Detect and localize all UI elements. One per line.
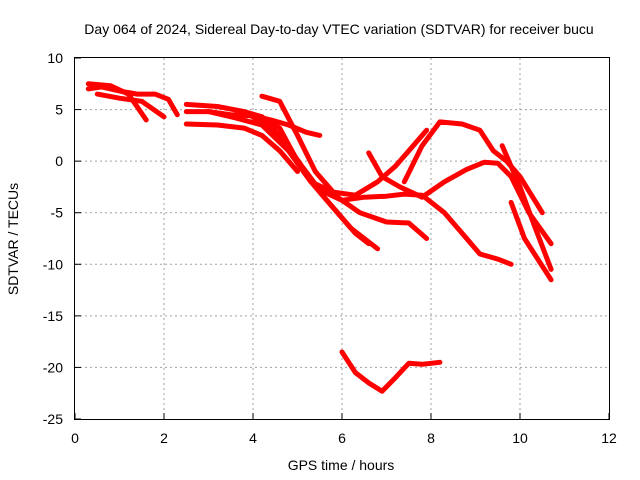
- series-layer: [85, 81, 554, 394]
- series-track-10: [259, 93, 430, 241]
- x-tick-label: 4: [249, 430, 257, 446]
- y-tick-label: -5: [51, 205, 64, 221]
- x-tick-label: 2: [160, 430, 168, 446]
- series-track-15: [339, 349, 443, 394]
- plot-frame: [74, 57, 610, 420]
- series-track-2: [85, 81, 149, 123]
- y-tick-label: -15: [43, 308, 63, 324]
- y-tick-label: 0: [55, 153, 63, 169]
- x-axis-label: GPS time / hours: [288, 457, 395, 473]
- series-track-5: [183, 121, 300, 174]
- y-tick-label: 5: [55, 102, 63, 118]
- y-tick-label: 10: [47, 50, 63, 66]
- series-track-13: [508, 199, 554, 283]
- y-tick-label: -25: [43, 411, 63, 427]
- series-track-9: [259, 114, 514, 267]
- x-tick-label: 10: [512, 430, 528, 446]
- chart-title: Day 064 of 2024, Sidereal Day-to-day VTE…: [84, 21, 593, 37]
- y-tick-label: -20: [43, 359, 63, 375]
- series-track-11: [366, 150, 554, 247]
- y-tick-label: -10: [43, 256, 63, 272]
- x-tick-label: 6: [338, 430, 346, 446]
- series-track-14: [499, 143, 554, 272]
- y-axis-label: SDTVAR / TECUs: [5, 183, 21, 295]
- x-tick-label: 8: [427, 430, 435, 446]
- x-tick-label: 12: [601, 430, 617, 446]
- x-tick-label: 0: [71, 430, 79, 446]
- series-track-6: [183, 101, 430, 198]
- series-track-3: [94, 91, 167, 120]
- tick-layer: 0 2 4 6 8 10 12 10 5 0 -5 -10 -15 -20 -25: [43, 50, 617, 446]
